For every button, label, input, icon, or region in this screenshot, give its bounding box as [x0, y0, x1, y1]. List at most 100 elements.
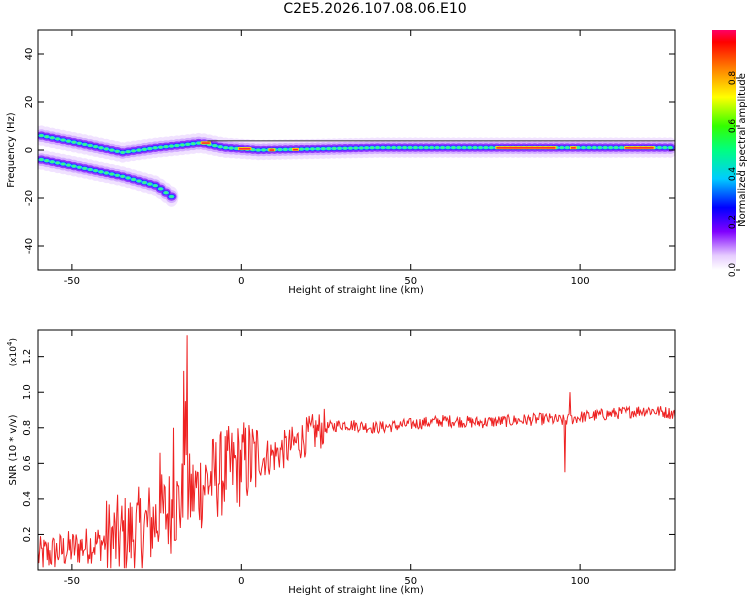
- heatmap-cell: [50, 160, 55, 164]
- heatmap-cell: [662, 146, 667, 149]
- colorbar-tick-label: 0.8: [728, 71, 738, 86]
- heatmap-cell: [467, 146, 472, 149]
- heatmap-cell: [315, 147, 320, 151]
- snr-xtick-label: 50: [404, 576, 417, 587]
- heatmap-cell: [223, 146, 228, 149]
- snr-xlabel: Height of straight line (km): [288, 585, 424, 596]
- spectrogram-xlabel: Height of straight line (km): [288, 285, 424, 296]
- heatmap-cell: [82, 143, 87, 146]
- heatmap-cell: [478, 146, 483, 149]
- heatmap-cell: [55, 161, 60, 165]
- heatmap-cell: [131, 149, 136, 153]
- heatmap-cell: [429, 146, 434, 149]
- heatmap-cell: [283, 148, 288, 151]
- heatmap-cell: [142, 148, 147, 151]
- snr-ylabel: SNR (10 * v/v): [8, 414, 19, 485]
- heatmap-cell: [608, 146, 613, 149]
- heatmap-cell: [456, 146, 461, 149]
- snr-xtick-label: 100: [571, 576, 590, 587]
- spectrogram-ytick-label: 0: [24, 147, 35, 153]
- heatmap-cell: [234, 147, 239, 150]
- heatmap-cell: [99, 146, 104, 150]
- heatmap-cell: [55, 137, 60, 141]
- snr-ytick-label: 0.6: [22, 455, 33, 471]
- heatmap-cell: [657, 146, 662, 149]
- heatmap-cell: [359, 146, 364, 150]
- heatmap-cell: [391, 146, 396, 149]
- colorbar: 0.0 0.2 0.4 0.6 0.8 Normalized spectral ampl…: [712, 30, 748, 277]
- heatmap-cell: [386, 146, 391, 149]
- spectrogram-ytick-label: -40: [24, 238, 35, 254]
- heatmap-cell: [44, 159, 49, 162]
- heatmap-cell: [364, 146, 369, 150]
- spectrogram-xtick-label: 50: [404, 276, 417, 287]
- heatmap-cell: [337, 147, 342, 150]
- heatmap-cell: [120, 175, 125, 178]
- snr-axes: -50 0 50 100 0.2 0.4 0.6 0.8 1.0 1.2: [22, 330, 675, 587]
- heatmap-cell: [212, 144, 217, 147]
- heatmap-cell: [196, 141, 201, 145]
- heatmap-cell: [565, 146, 570, 149]
- heatmap-cell: [397, 146, 402, 149]
- heatmap-cell: [375, 146, 380, 149]
- heatmap-cell: [256, 148, 261, 152]
- heatmap-cell: [592, 146, 597, 149]
- heatmap-cell: [305, 147, 310, 151]
- heatmap-cell: [668, 146, 673, 149]
- spectrogram-ylabel: Frequency (Hz): [6, 112, 17, 188]
- heatmap-cell: [489, 146, 494, 149]
- heatmap-cell: [445, 146, 450, 149]
- heatmap-cell: [153, 146, 158, 150]
- spectrogram-panel: -50 0 50 100 -40 -20 0 20 40 Height of straight …: [6, 29, 676, 296]
- heatmap-cell: [353, 146, 358, 150]
- heatmap-cell: [559, 146, 564, 149]
- spectrogram-heatmap: [38, 125, 675, 207]
- heatmap-cell: [147, 147, 152, 150]
- heatmap-cell: [348, 146, 353, 150]
- snr-ytick-label: 1.0: [22, 384, 33, 400]
- spectrogram-ytick-label: 40: [24, 48, 35, 61]
- colorbar-gradient: [712, 30, 736, 270]
- heatmap-cell: [180, 143, 185, 147]
- chart-title: C2E5.2026.107.08.06.E10: [283, 1, 467, 17]
- snr-xtick-label: 0: [238, 576, 244, 587]
- heatmap-cell: [142, 181, 147, 184]
- heatmap-cell: [61, 162, 66, 166]
- heatmap-cell: [277, 148, 282, 151]
- colorbar-tick-label: 0.4: [728, 167, 738, 182]
- heatmap-cell: [93, 145, 98, 148]
- heatmap-cell: [191, 142, 196, 145]
- colorbar-tick-label: 0.6: [728, 119, 738, 134]
- spectrogram-ytick-label: -20: [24, 190, 35, 206]
- heatmap-cell: [483, 146, 488, 149]
- heatmap-cell: [370, 146, 375, 149]
- heatmap-cell: [586, 146, 591, 149]
- heatmap-cell: [619, 146, 624, 149]
- heatmap-cell: [71, 140, 76, 144]
- heatmap-peak-core: [269, 149, 275, 151]
- heatmap-cell: [169, 195, 174, 198]
- heatmap-cell: [462, 146, 467, 149]
- heatmap-cell: [39, 158, 44, 161]
- snr-ytick-label: 0.2: [22, 526, 33, 542]
- heatmap-cell: [418, 146, 423, 149]
- heatmap-cell: [408, 146, 413, 149]
- colorbar-label: Normalized spectral amplitude: [737, 73, 748, 227]
- heatmap-cell: [136, 179, 141, 183]
- heatmap-cell: [131, 178, 136, 181]
- spectrogram-ytick-label: 20: [24, 96, 35, 109]
- heatmap-cell: [576, 146, 581, 149]
- heatmap-cell: [185, 143, 190, 146]
- snr-ytick-label: 0.8: [22, 420, 33, 436]
- heatmap-cell: [120, 151, 125, 154]
- heatmap-cell: [250, 148, 255, 151]
- heatmap-cell: [104, 171, 109, 175]
- colorbar-tick-label: 0.2: [728, 215, 738, 229]
- heatmap-cell: [136, 148, 141, 152]
- heatmap-peak-core: [238, 148, 251, 150]
- heatmap-cell: [321, 147, 326, 150]
- colorbar-ticks: 0.0 0.2 0.4 0.6 0.8: [728, 71, 740, 277]
- heatmap-peak-core: [625, 147, 654, 149]
- heatmap-cell: [147, 182, 152, 186]
- heatmap-cell: [603, 146, 608, 149]
